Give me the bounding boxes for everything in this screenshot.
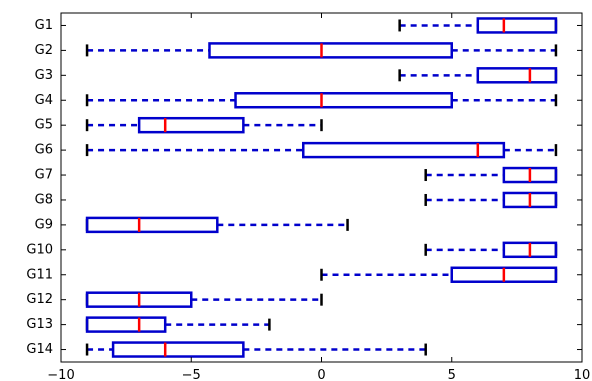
box-group-g4: [85, 92, 558, 109]
box-g1: [476, 17, 558, 34]
box-group-g10: [424, 241, 558, 259]
y-tick-label-g11: G11: [26, 267, 53, 282]
x-tick-label: 10: [574, 368, 591, 381]
box-g4: [234, 92, 453, 109]
box-group-g3: [398, 67, 558, 84]
y-tick-label-g2: G2: [35, 43, 53, 58]
box-group-g11: [320, 266, 558, 283]
box-group-g13: [85, 316, 271, 333]
y-tick-label-g12: G12: [26, 292, 53, 307]
box-group-g7: [424, 166, 558, 184]
box-group-g12: [85, 291, 323, 308]
y-tick-label-g9: G9: [35, 217, 53, 232]
box-g6: [302, 141, 506, 159]
boxplot-marks: [85, 17, 558, 358]
x-tick-label: −5: [182, 368, 201, 381]
y-tick-label-g13: G13: [26, 317, 53, 332]
y-tick-label-g14: G14: [26, 342, 53, 357]
box-g9: [85, 216, 219, 234]
y-tick-label-g6: G6: [35, 143, 53, 158]
box-group-g1: [398, 17, 558, 34]
box-g5: [137, 116, 245, 134]
box-g2: [208, 42, 453, 59]
y-tick-label-g3: G3: [35, 68, 53, 83]
x-tick-label: −10: [47, 368, 74, 381]
y-axis-ticks: G1 G2 G3 G4 G5 G6 G7 G8 G9 G10 G11 G12 G13 G14: [26, 18, 582, 357]
y-tick-label-g7: G7: [35, 168, 53, 183]
y-tick-label-g4: G4: [35, 93, 53, 108]
y-tick-label-g1: G1: [35, 18, 53, 33]
box-g3: [476, 67, 558, 84]
plot-frame: [60, 12, 583, 363]
box-group-g9: [85, 216, 349, 234]
box-group-g2: [85, 42, 558, 59]
box-g13: [85, 316, 167, 333]
x-tick-label: 0: [317, 368, 325, 381]
box-group-g14: [85, 341, 427, 358]
box-group-g5: [85, 116, 323, 134]
box-g14: [111, 341, 245, 358]
y-tick-label-g8: G8: [35, 192, 53, 207]
x-tick-label: 5: [448, 368, 456, 381]
y-tick-label-g10: G10: [26, 242, 53, 257]
box-group-g8: [424, 191, 558, 209]
y-tick-label-g5: G5: [35, 118, 53, 133]
box-group-g6: [85, 141, 558, 159]
